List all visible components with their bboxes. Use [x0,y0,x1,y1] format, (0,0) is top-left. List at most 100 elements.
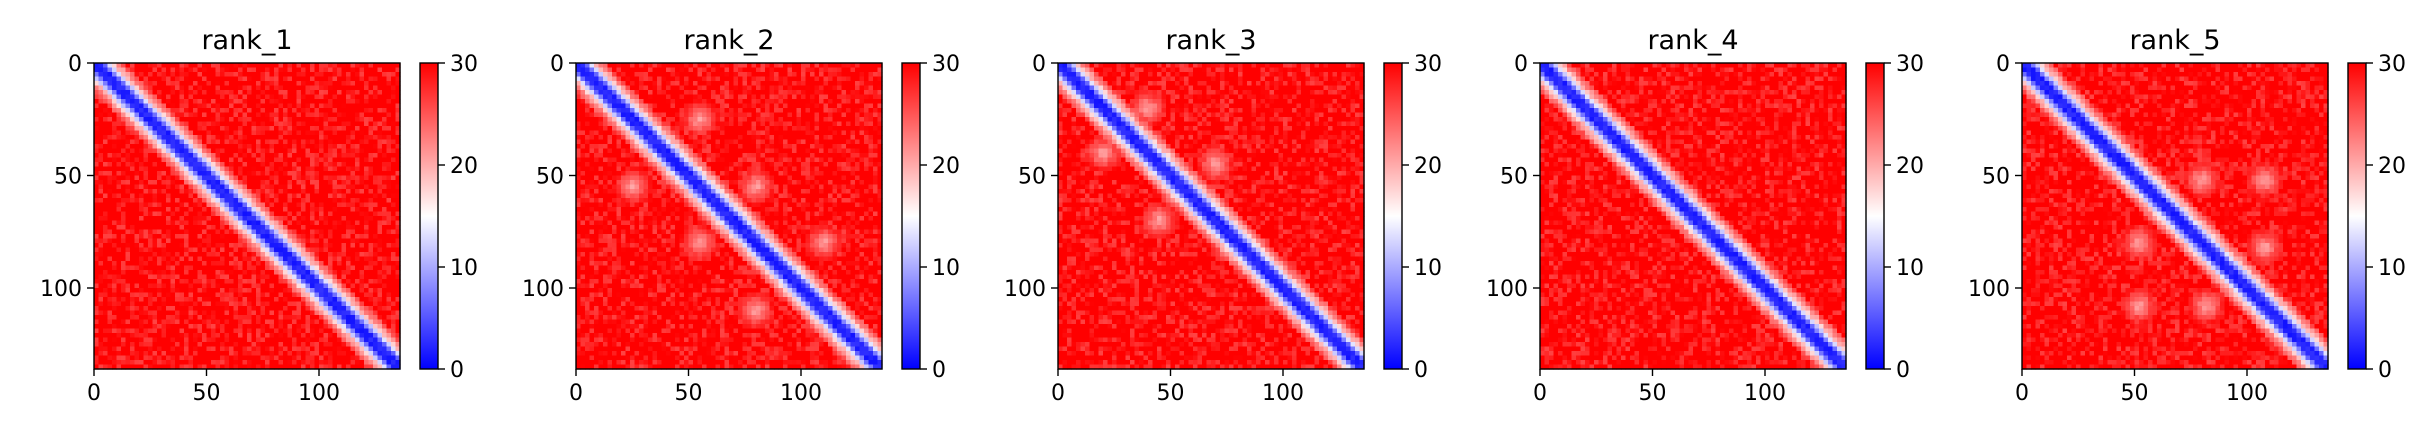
heatmap-cell [310,311,315,316]
heatmap-cell [247,329,252,334]
heatmap-cell [153,239,158,244]
heatmap-cell [99,248,104,253]
heatmap-cell [270,185,275,190]
heatmap-cell [252,351,257,356]
heatmap-cell [382,81,387,86]
heatmap-cell [346,257,351,262]
heatmap-cell [184,347,189,352]
heatmap-cell [310,198,315,203]
heatmap-cell [378,311,383,316]
heatmap-cell [360,176,365,181]
heatmap-cell [819,81,824,86]
heatmap-cell [117,279,122,284]
heatmap-cell [319,86,324,91]
heatmap-cell [328,86,333,91]
heatmap-cell [166,176,171,181]
heatmap-cell [189,338,194,343]
heatmap-cell [270,149,275,154]
heatmap-cell [157,311,162,316]
heatmap-cell [229,333,234,338]
heatmap-cell [270,225,275,230]
heatmap-cell [247,315,252,320]
heatmap-cell [265,288,270,293]
heatmap-cell [99,135,104,140]
heatmap-cell [283,239,288,244]
heatmap-cell [274,360,279,365]
heatmap-cell [720,77,725,82]
heatmap-cell [351,203,356,208]
heatmap-cell [382,149,387,154]
heatmap-cell [135,311,140,316]
heatmap-cell [103,351,108,356]
heatmap-cell [256,311,261,316]
heatmap-cell [360,338,365,343]
heatmap-cell [337,149,342,154]
heatmap-cell [369,185,374,190]
heatmap-cell [211,99,216,104]
heatmap-cell [130,122,135,127]
heatmap-cell [265,149,270,154]
heatmap-cell [324,77,329,82]
heatmap-cell [288,81,293,86]
heatmap-cell [153,131,158,136]
heatmap-cell [261,342,266,347]
heatmap-cell [238,158,243,163]
heatmap-cell [202,149,207,154]
heatmap-cell [198,158,203,163]
heatmap-cell [265,108,270,113]
heatmap-cell [103,198,108,203]
heatmap-cell [193,144,198,149]
heatmap-cell [693,72,698,77]
heatmap-cell [261,198,266,203]
heatmap-cell [292,180,297,185]
heatmap-cell [261,356,266,361]
heatmap-cell [184,297,189,302]
heatmap-cell [202,288,207,293]
heatmap-cell [108,99,113,104]
heatmap-cell [288,117,293,122]
heatmap-cell [103,77,108,82]
heatmap-cell [247,248,252,253]
heatmap-cell [243,333,248,338]
heatmap-cell [274,279,279,284]
heatmap-cell [247,108,252,113]
heatmap-cell [333,257,338,262]
heatmap-cell [180,320,185,325]
heatmap-cell [216,158,221,163]
heatmap-cell [328,117,333,122]
heatmap-cell [319,194,324,199]
heatmap-cell [229,140,234,145]
heatmap-cell [135,243,140,248]
heatmap-cell [378,338,383,343]
heatmap-cell [608,72,613,77]
heatmap-cell [117,203,122,208]
heatmap-cell [225,338,230,343]
heatmap-cell [337,95,342,100]
heatmap-cell [175,320,180,325]
heatmap-cell [274,257,279,262]
heatmap-cell [378,189,383,194]
heatmap-cell [824,68,829,73]
heatmap-cell [301,68,306,73]
heatmap-cell [166,81,171,86]
heatmap-cell [355,153,360,158]
heatmap-cell [94,302,99,307]
heatmap-cell [279,311,284,316]
heatmap-cell [99,347,104,352]
heatmap-cell [94,360,99,365]
heatmap-cell [184,162,189,167]
heatmap-cell [225,207,230,212]
colorbar-tick-label: 0 [450,358,464,383]
heatmap-cell [261,140,266,145]
heatmap-cell [869,72,874,77]
heatmap-cell [225,356,230,361]
heatmap-cell [144,77,149,82]
x-tick-label: 50 [193,381,221,406]
heatmap-cell [103,108,108,113]
heatmap-cell [99,117,104,122]
heatmap-cell [216,275,221,280]
heatmap-cell [103,243,108,248]
heatmap-cell [283,266,288,271]
heatmap-cell [283,284,288,289]
heatmap-cell [274,72,279,77]
